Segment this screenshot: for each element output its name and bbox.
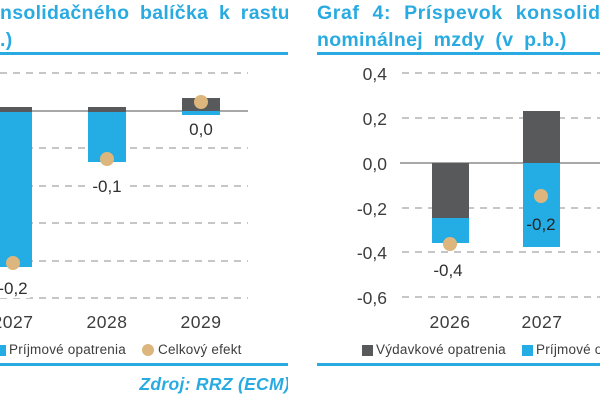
y-tick-0_2: 0,2	[362, 109, 387, 129]
y-tick-neg0_2: -0,2	[356, 199, 387, 219]
gridline	[402, 72, 600, 74]
zero-axis-line	[400, 162, 600, 164]
gridline	[402, 251, 600, 253]
legend-label-vydavkove: Výdavkové opatrenia	[376, 342, 506, 357]
y-tick-0_4: 0,4	[362, 64, 387, 84]
point-2026-celkovy-efekt	[443, 237, 457, 251]
gridline	[0, 297, 248, 299]
legend-swatch-vydavkove	[362, 345, 373, 356]
bar-2028-vydavkove	[88, 107, 126, 112]
data-label-2026: -0,4	[431, 261, 465, 280]
bar-2027-prijmove	[0, 112, 32, 267]
chart-title-line1: nsolidačného balíčka k rastu	[0, 2, 288, 24]
gridline	[0, 72, 248, 74]
bar-2027-vydavkove	[523, 111, 560, 163]
bottom-rule	[317, 363, 600, 366]
data-label-2027: -0,2	[526, 215, 556, 234]
y-tick-neg0_6: -0,6	[356, 288, 387, 308]
data-label-2028: -0,1	[90, 177, 124, 196]
point-2028-celkovy-efekt	[100, 152, 114, 166]
gridline	[402, 117, 600, 119]
bar-2026-vydavkove	[432, 163, 469, 218]
x-label-2027: 2027	[521, 312, 563, 332]
legend-swatch-celkovy-efekt	[142, 344, 154, 356]
chart-graf4: Graf 4: Príspevok konsolidač nominálnej …	[300, 0, 600, 400]
gridline	[0, 185, 248, 187]
bar-2027-vydavkove	[0, 107, 32, 112]
point-2027-celkovy-efekt	[6, 256, 20, 270]
data-label-2029: 0,0	[187, 120, 215, 139]
x-label-2029: 2029	[180, 312, 222, 332]
x-label-2028: 2028	[86, 312, 128, 332]
legend-swatch-prijmove	[522, 345, 533, 356]
gridline	[402, 207, 600, 209]
title-rule	[0, 52, 288, 55]
bar-2027-prijmove	[523, 163, 560, 247]
chart-graf3: nsolidačného balíčka k rastu .) -0,2 -0,…	[0, 0, 288, 400]
chart-title-line2: nominálnej mzdy (v p.b.)	[317, 29, 567, 51]
y-tick-neg0_4: -0,4	[356, 243, 387, 263]
gridline	[0, 222, 248, 224]
chart-title-line2: .)	[0, 29, 13, 51]
bar-2029-prijmove	[182, 111, 220, 115]
data-label-2027: -0,2	[0, 279, 45, 299]
x-label-2027: 2027	[0, 312, 34, 332]
y-tick-0_0: 0,0	[362, 154, 387, 174]
gridline	[402, 296, 600, 298]
legend-label-prijmove: Príjmové opatrenia	[9, 342, 126, 357]
legend-swatch-prijmove	[0, 345, 6, 356]
chart-title-line1: Graf 4: Príspevok konsolidač	[317, 2, 600, 24]
point-2029-celkovy-efekt	[194, 95, 208, 109]
bottom-rule	[0, 363, 288, 366]
title-rule	[317, 52, 600, 55]
source-note: Zdroj: RRZ (ECM)	[139, 374, 288, 394]
point-2027-celkovy-efekt	[534, 189, 548, 203]
legend-label-prijmove: Príjmové o	[536, 342, 600, 357]
x-label-2026: 2026	[429, 312, 471, 332]
gridline	[0, 260, 248, 262]
legend-label-celkovy-efekt: Celkový efekt	[158, 342, 242, 357]
